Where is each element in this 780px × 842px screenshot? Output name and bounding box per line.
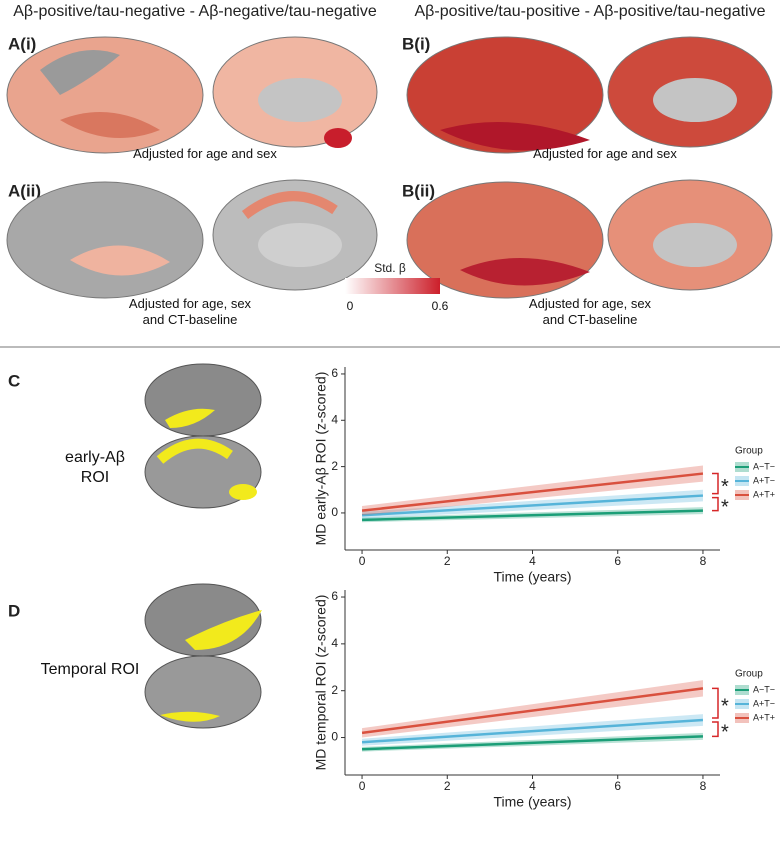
legend-label: A+T− [753, 698, 775, 708]
fit-line [361, 687, 704, 735]
colorbar-title: Std. β [374, 261, 406, 275]
x-axis-label: Time (years) [493, 794, 571, 810]
significance-mark: * [721, 476, 729, 498]
y-tick-label: 2 [331, 683, 338, 697]
panel-label: B(i) [402, 34, 430, 53]
significance-bracket [712, 472, 719, 495]
x-tick-label: 4 [529, 779, 536, 793]
y-tick-label: 0 [331, 505, 338, 519]
fit-line [361, 735, 704, 751]
roi-label: Temporal ROI [40, 661, 140, 678]
y-axis-label: MD early-Aβ ROI (z-scored) [313, 372, 329, 546]
significance-bracket [712, 687, 719, 719]
column-title: Aβ-positive/tau-negative - Aβ-negative/t… [13, 3, 377, 20]
x-tick-label: 0 [359, 554, 366, 568]
y-tick-label: 6 [331, 366, 338, 380]
caption: Adjusted for age, sex and CT-baseline [128, 296, 252, 327]
significance-mark: * [721, 695, 729, 717]
x-tick-label: 2 [444, 779, 451, 793]
y-tick-label: 6 [331, 589, 338, 603]
column-title: Aβ-positive/tau-positive - Aβ-positive/t… [414, 3, 765, 20]
legend-label: A+T+ [753, 489, 775, 499]
significance-mark: * [721, 721, 729, 743]
roi-brain-c [144, 363, 262, 509]
significance-bracket [712, 496, 719, 512]
legend-title: Group [735, 446, 763, 457]
legend-label: A+T+ [753, 712, 775, 722]
y-tick-label: 2 [331, 459, 338, 473]
roi-brain-d [144, 583, 262, 729]
panel-label: C [8, 371, 20, 390]
significance-mark: * [721, 496, 729, 518]
caption: Adjusted for age, sex and CT-baseline [528, 296, 652, 327]
significance-bracket [712, 721, 719, 738]
x-tick-label: 0 [359, 779, 366, 793]
panel-label: A(ii) [8, 181, 41, 200]
y-axis-label: MD temporal ROI (z-scored) [313, 595, 329, 771]
caption: Adjusted for age and sex [533, 146, 677, 161]
colorbar [345, 278, 440, 294]
y-tick-label: 4 [331, 412, 338, 426]
x-tick-label: 6 [614, 779, 621, 793]
brain-b2 [406, 179, 773, 299]
x-tick-label: 2 [444, 554, 451, 568]
ci-band [362, 465, 703, 516]
x-tick-label: 6 [614, 554, 621, 568]
caption: Adjusted for age and sex [133, 146, 277, 161]
x-axis-label: Time (years) [493, 569, 571, 585]
x-tick-label: 8 [700, 779, 707, 793]
x-tick-label: 4 [529, 554, 536, 568]
panel-label: B(ii) [402, 181, 435, 200]
legend-title: Group [735, 669, 763, 680]
legend-label: A−T− [753, 461, 775, 471]
x-tick-label: 8 [700, 554, 707, 568]
fit-line [362, 509, 703, 522]
panel-label: D [8, 601, 20, 620]
colorbar-tick: 0.6 [431, 299, 449, 313]
fit-line [361, 472, 704, 512]
fit-line [361, 494, 704, 517]
y-tick-label: 4 [331, 636, 338, 650]
y-tick-label: 0 [331, 730, 338, 744]
legend-label: A−T− [753, 684, 775, 694]
roi-label: early-Aβ ROI [65, 449, 125, 486]
brain-a2 [6, 179, 378, 299]
brain-a1 [6, 36, 378, 154]
legend-label: A+T− [753, 475, 775, 485]
fit-line [361, 718, 704, 744]
colorbar-tick: 0 [346, 299, 354, 313]
panel-label: A(i) [8, 34, 36, 53]
brain-b1 [406, 36, 773, 154]
ci-band [362, 680, 703, 738]
